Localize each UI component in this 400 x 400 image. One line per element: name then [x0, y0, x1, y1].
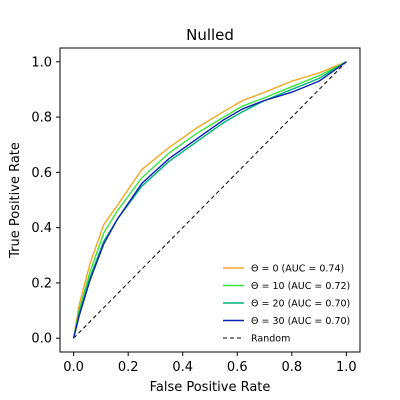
- axis-ticks: 0.0 0.2 0.4 0.6 0.8 1.0 0.0 0.2 0.4 0.6 0.8 1.0: [31, 55, 356, 375]
- legend-label: Θ = 30 (AUC = 0.70): [251, 316, 350, 327]
- chart-title: Nulled: [186, 26, 234, 44]
- series-line: [72, 61, 347, 339]
- series-line: [72, 61, 347, 339]
- series-layer: [72, 61, 347, 339]
- legend-label: Θ = 0 (AUC = 0.74): [251, 264, 344, 275]
- x-axis-label: False Positive Rate: [150, 380, 271, 395]
- y-tick-label: 0.0: [31, 332, 52, 347]
- legend-label: Random: [251, 334, 290, 345]
- plot-frame: [59, 47, 361, 353]
- legend-label: Θ = 20 (AUC = 0.70): [251, 299, 350, 310]
- y-tick-label: 0.2: [31, 276, 52, 291]
- x-tick-label: 0.0: [63, 360, 84, 375]
- x-tick-label: 1.0: [336, 360, 357, 375]
- y-tick-label: 0.8: [31, 111, 52, 126]
- series-line: [72, 61, 347, 339]
- series-line: [73, 61, 347, 339]
- y-tick-label: 1.0: [31, 55, 52, 70]
- legend-label: Θ = 10 (AUC = 0.72): [251, 281, 350, 292]
- x-tick-label: 0.8: [281, 360, 302, 375]
- x-tick-label: 0.4: [172, 360, 193, 375]
- y-tick-label: 0.4: [31, 221, 52, 236]
- y-axis-label: True Positive Rate: [8, 142, 23, 259]
- series-line: [72, 61, 347, 339]
- x-tick-label: 0.6: [227, 360, 248, 375]
- x-tick-label: 0.2: [118, 360, 139, 375]
- legend: Θ = 0 (AUC = 0.74) Θ = 10 (AUC = 0.72) Θ =…: [223, 264, 350, 345]
- y-tick-label: 0.6: [31, 166, 52, 181]
